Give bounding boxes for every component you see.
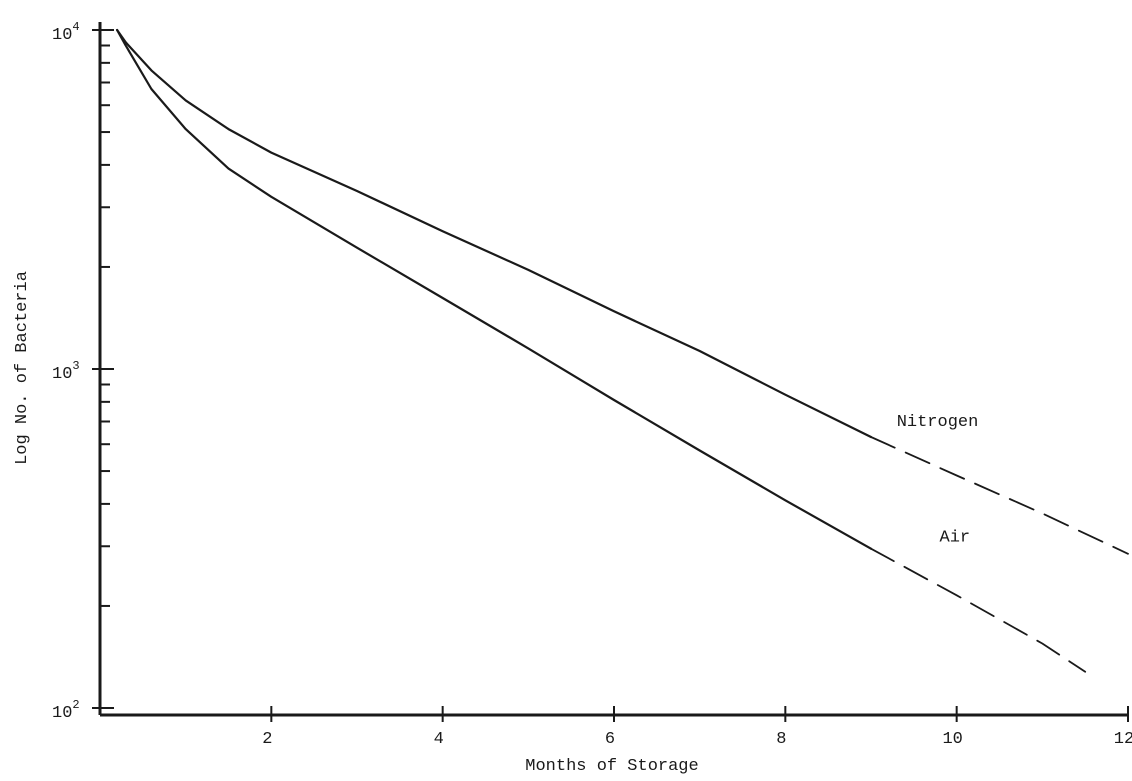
series-nitrogen-projection — [870, 436, 1129, 555]
series-air-label: Air — [940, 528, 971, 547]
x-ticks: 2 4 6 8 10 12 — [262, 706, 1132, 749]
series-layer: Nitrogen Air — [116, 28, 1129, 673]
x-tick-label: 2 — [262, 730, 272, 749]
y-tick-label: 104 — [52, 20, 80, 45]
series-nitrogen-line — [116, 28, 873, 439]
y-tick-label: 102 — [52, 698, 80, 723]
y-tick-label: 103 — [52, 359, 80, 384]
series-nitrogen-label: Nitrogen — [897, 413, 979, 432]
y-ticks: 102 103 104 — [52, 20, 114, 723]
x-axis-title: Months of Storage — [525, 757, 698, 776]
axes — [98, 22, 1128, 717]
x-tick-label: 8 — [776, 730, 786, 749]
x-tick-label: 4 — [434, 730, 444, 749]
series-air-line — [116, 28, 873, 550]
y-axis-title: Log No. of Bacteria — [13, 271, 32, 465]
x-tick-label: 12 — [1114, 730, 1132, 749]
x-tick-label: 6 — [605, 730, 615, 749]
x-tick-label: 10 — [942, 730, 962, 749]
y-minor-ticks — [100, 44, 110, 607]
series-air-projection — [870, 547, 1087, 673]
